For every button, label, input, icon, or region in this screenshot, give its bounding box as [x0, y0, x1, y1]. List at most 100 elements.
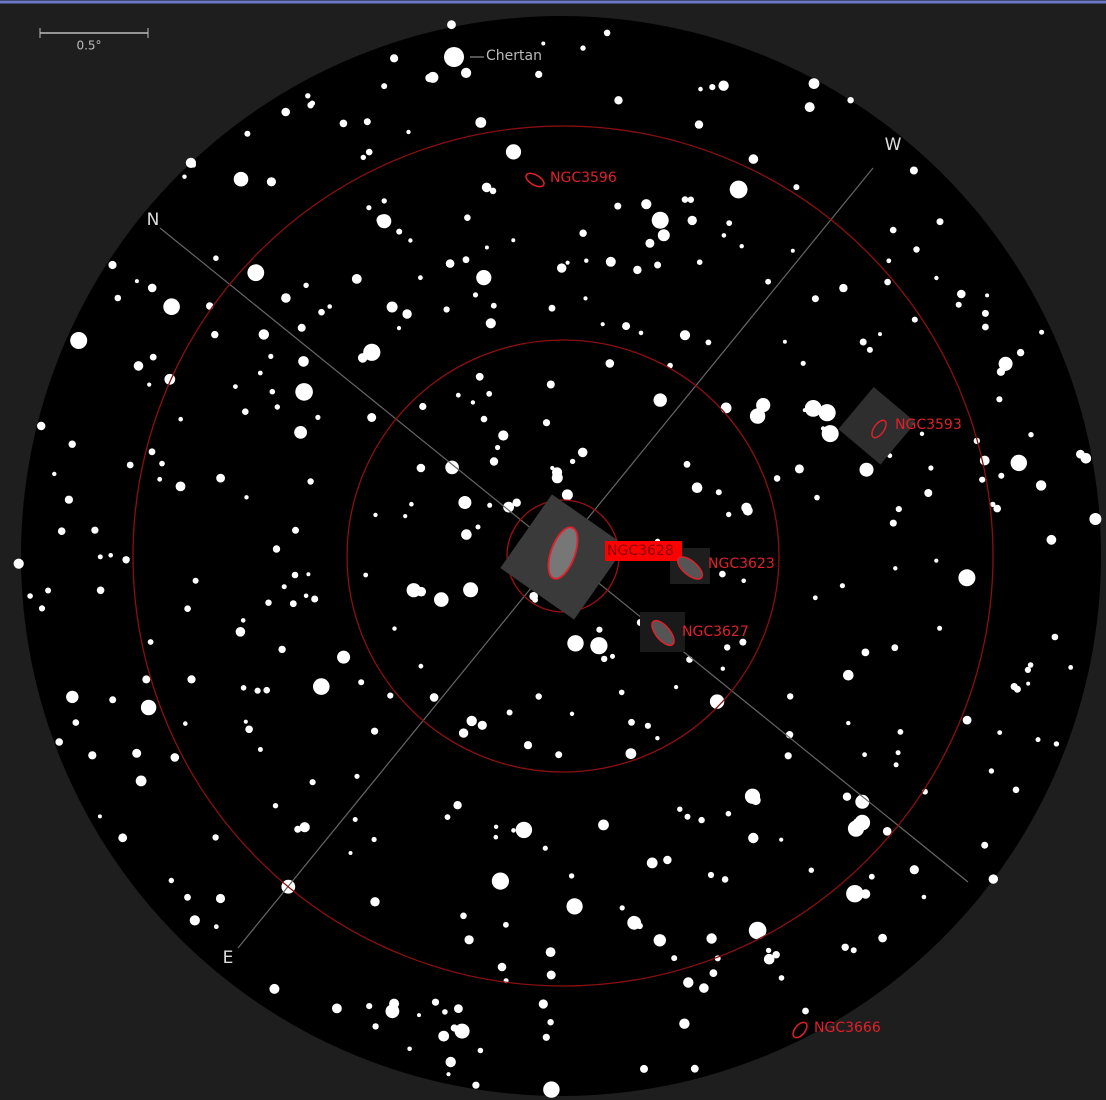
star	[240, 685, 247, 691]
star	[506, 709, 513, 716]
object-label: NGC3596	[550, 170, 617, 186]
object-label: NGC3627	[682, 624, 749, 640]
star	[694, 120, 704, 129]
star	[367, 413, 377, 422]
star	[450, 1024, 458, 1032]
object-label[interactable]: NGC3628	[607, 543, 674, 559]
star	[281, 107, 291, 117]
star	[1016, 348, 1025, 357]
star	[674, 685, 679, 690]
star	[175, 481, 186, 492]
star	[750, 795, 761, 806]
star	[445, 259, 455, 268]
star	[886, 258, 892, 264]
star	[377, 214, 392, 229]
star	[748, 832, 759, 844]
star	[512, 498, 521, 507]
star	[472, 292, 479, 298]
star	[779, 837, 784, 842]
star	[981, 841, 989, 849]
star	[254, 687, 261, 694]
star	[804, 102, 815, 113]
star	[690, 1064, 699, 1073]
star	[503, 921, 509, 928]
star	[794, 464, 804, 474]
star	[800, 360, 806, 366]
star	[182, 174, 187, 179]
star	[183, 721, 188, 726]
star	[790, 248, 795, 253]
star	[418, 275, 423, 281]
star	[535, 70, 543, 78]
star	[787, 693, 794, 700]
star	[839, 583, 846, 589]
star	[163, 298, 180, 316]
star	[793, 184, 800, 191]
star	[475, 524, 481, 530]
star	[427, 71, 439, 83]
star	[804, 400, 822, 417]
star	[811, 295, 819, 303]
star	[142, 675, 151, 684]
star	[1089, 513, 1102, 525]
star	[416, 463, 426, 473]
star	[294, 426, 307, 439]
star	[184, 605, 191, 612]
star	[407, 1046, 412, 1052]
star	[547, 1019, 554, 1026]
star	[683, 977, 694, 988]
star	[808, 78, 820, 89]
star	[281, 584, 287, 590]
star	[272, 803, 279, 809]
star	[988, 768, 995, 774]
star	[841, 943, 849, 951]
star	[354, 773, 360, 779]
star	[996, 396, 1003, 403]
star	[402, 309, 412, 319]
star	[684, 813, 691, 820]
star	[233, 384, 238, 389]
selection-box[interactable]	[605, 541, 682, 561]
star	[784, 752, 792, 760]
star	[187, 675, 196, 684]
star	[72, 719, 80, 726]
star	[148, 448, 156, 456]
star	[614, 202, 622, 210]
star	[484, 245, 489, 250]
star	[406, 129, 411, 135]
star	[409, 501, 414, 507]
star	[408, 238, 413, 243]
star	[878, 933, 887, 943]
star	[646, 857, 658, 869]
star	[184, 893, 191, 901]
star	[417, 1013, 421, 1018]
star	[957, 289, 966, 299]
star	[511, 238, 516, 243]
star	[458, 496, 472, 509]
star	[91, 526, 99, 534]
star	[332, 1003, 342, 1014]
star	[372, 1023, 379, 1030]
star	[135, 775, 147, 787]
star	[464, 214, 471, 221]
star	[614, 96, 623, 105]
star	[52, 471, 57, 477]
star	[985, 293, 990, 298]
star	[889, 519, 897, 527]
star	[108, 553, 113, 558]
star	[475, 372, 484, 381]
star	[497, 962, 507, 972]
compass-w: W	[885, 135, 902, 155]
star	[882, 827, 892, 836]
star	[235, 627, 246, 637]
star	[443, 306, 450, 313]
star	[821, 425, 839, 443]
star	[889, 226, 897, 234]
star	[683, 460, 691, 468]
star	[897, 729, 904, 735]
star	[1028, 432, 1034, 438]
star	[651, 211, 669, 229]
star	[677, 806, 683, 812]
star	[866, 346, 873, 353]
star	[213, 255, 219, 261]
